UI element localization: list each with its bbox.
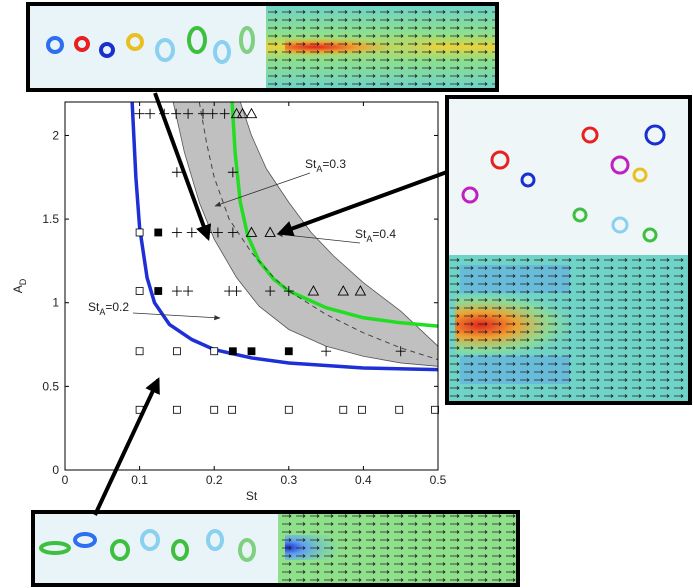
y-tick-label: 1.5 [42, 212, 59, 226]
marker [231, 286, 242, 297]
marker [228, 405, 237, 414]
annotation-suffix: =0.3 [322, 157, 346, 171]
y-axis-label-main: A [11, 285, 25, 293]
curve [130, 102, 438, 372]
marker [210, 405, 219, 414]
annotation-arrow [214, 172, 311, 207]
marker [307, 285, 320, 296]
y-tick-label: 1 [52, 296, 59, 310]
marker [284, 347, 293, 356]
marker [135, 287, 144, 295]
inset-right [445, 95, 692, 405]
inset-pointers [93, 92, 448, 516]
marker [171, 167, 182, 178]
marker [228, 347, 237, 356]
x-axis-label: St [246, 489, 258, 503]
annotation-sub: A [316, 164, 322, 174]
marker [135, 228, 144, 237]
annotation: StA=0.3 [305, 157, 346, 174]
inset-bottom [31, 510, 520, 587]
marker [198, 108, 209, 119]
marker [358, 405, 366, 414]
marker [172, 405, 181, 414]
marker [186, 227, 197, 238]
marker [207, 108, 218, 119]
x-tick-label: 0.2 [206, 473, 223, 487]
x-tick-label: 0.1 [131, 473, 148, 487]
marker [183, 108, 194, 119]
marker [212, 227, 223, 238]
marker [339, 405, 348, 414]
marker [284, 405, 293, 414]
annotation-suffix: =0.4 [372, 227, 396, 241]
marker [245, 107, 258, 119]
band [172, 102, 438, 367]
curve [230, 102, 438, 328]
y-axis-label: AD [11, 278, 28, 293]
x-tick-label: 0.4 [355, 473, 372, 487]
inset-top [26, 2, 499, 92]
marker [265, 286, 276, 297]
annotation-suffix: =0.2 [105, 300, 129, 314]
marker [219, 108, 230, 119]
x-tick-label: 0.5 [430, 473, 447, 487]
annotation: StA=0.2 [88, 300, 129, 317]
marker [227, 167, 238, 178]
marker [337, 285, 350, 296]
y-tick-label: 0.5 [42, 379, 59, 393]
marker [247, 347, 256, 356]
marker [395, 405, 404, 414]
marker [230, 107, 243, 119]
marker [183, 286, 194, 297]
curve [198, 102, 438, 361]
marker [245, 226, 258, 237]
x-tick-label: 0 [62, 473, 69, 487]
annotation-text: St [355, 227, 367, 241]
marker [395, 346, 406, 357]
y-axis-label-sub: D [18, 278, 28, 285]
annotation: StA=0.4 [355, 227, 396, 244]
frame [64, 101, 439, 471]
y-tick-label: 2 [52, 128, 59, 142]
marker [227, 227, 238, 238]
marker [431, 405, 439, 414]
annotation-arrow [132, 312, 221, 321]
marker [154, 287, 163, 295]
marker [154, 228, 163, 237]
marker [135, 347, 144, 356]
marker [134, 108, 145, 119]
marker [354, 285, 367, 296]
marker [145, 108, 156, 119]
marker [283, 286, 294, 297]
marker [171, 227, 182, 238]
annotation-text: St [305, 157, 317, 171]
plot: 0 0.1 0.2 0.3 0.4 0.500.511.52StADStA=0.3StA=… [11, 101, 447, 503]
marker [236, 107, 249, 119]
marker [264, 226, 276, 237]
y-tick-label: 0 [52, 463, 59, 477]
marker [172, 347, 181, 356]
marker [321, 346, 332, 357]
marker [171, 108, 182, 119]
annotation-sub: A [99, 307, 105, 317]
marker [210, 347, 219, 356]
x-tick-label: 0.3 [280, 473, 297, 487]
marker [171, 286, 182, 297]
annotation-sub: A [366, 234, 372, 244]
annotation-text: St [88, 300, 100, 314]
